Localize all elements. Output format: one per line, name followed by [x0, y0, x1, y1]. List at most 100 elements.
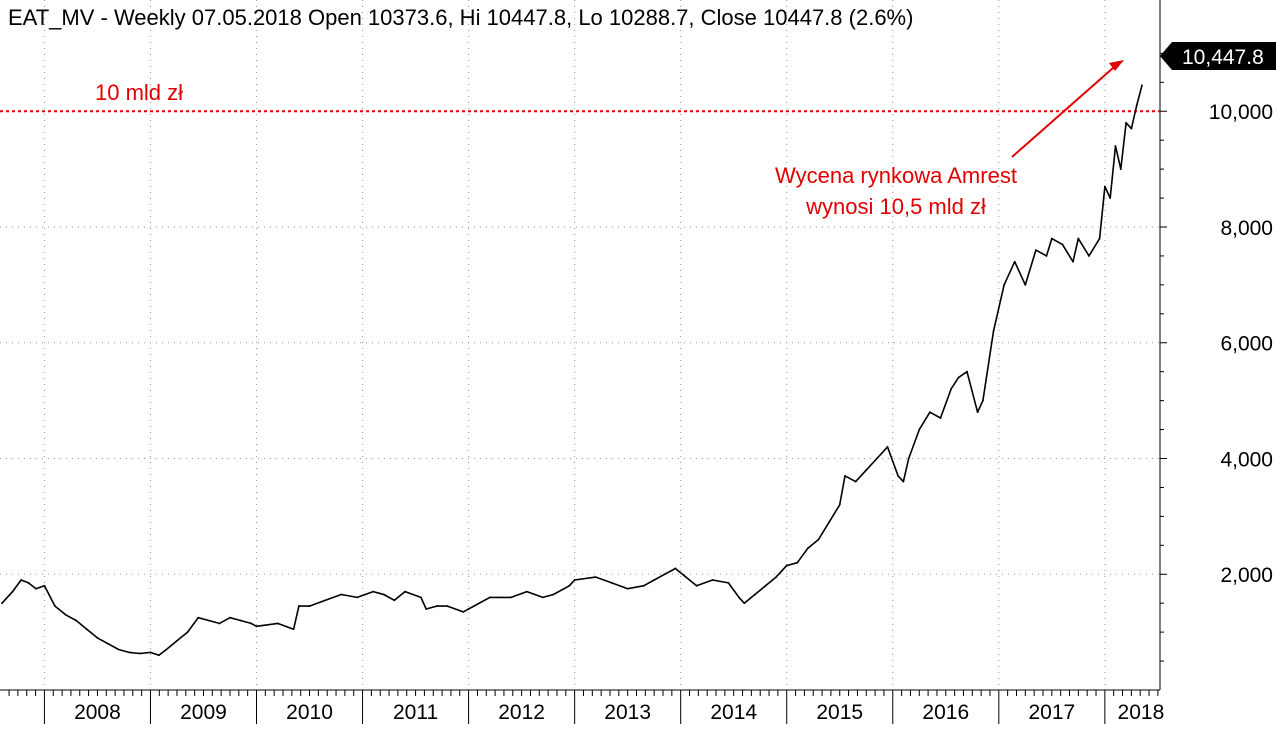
data-point — [96, 637, 99, 639]
data-point — [610, 582, 613, 584]
data-point — [462, 610, 465, 613]
data-point — [292, 628, 295, 631]
data-point — [552, 593, 555, 596]
x-tick-label: 2017 — [1028, 701, 1075, 724]
data-point — [165, 648, 168, 651]
data-point — [594, 576, 597, 579]
data-point — [1050, 237, 1053, 240]
data-point — [324, 599, 327, 602]
data-point — [928, 411, 931, 414]
data-point — [229, 616, 231, 619]
data-point — [966, 370, 968, 373]
data-point — [626, 587, 629, 590]
data-point — [1024, 283, 1027, 286]
y-axis: 2,000 4,000 6,000 8,000 10,000 — [1159, 0, 1273, 690]
data-point — [149, 651, 152, 654]
x-tick-label: 2014 — [710, 701, 757, 724]
reference-line-label: 10 mld zł — [95, 80, 183, 105]
data-point — [711, 579, 714, 581]
data-point — [573, 579, 576, 581]
data-point — [992, 330, 995, 333]
data-point — [1125, 121, 1127, 124]
data-point — [886, 446, 889, 448]
data-point — [785, 564, 788, 567]
data-point — [1114, 145, 1117, 147]
x-axis: 2008 2009 2010 2011 2012 2013 2014 2015 2016 2017… — [0, 689, 1165, 724]
data-point — [393, 599, 396, 602]
data-point — [976, 411, 979, 414]
data-point — [467, 608, 470, 610]
x-tick-label: 2013 — [604, 701, 651, 724]
y-tick-label: 2,000 — [1220, 564, 1273, 587]
annotation-line-1: Wycena rynkowa Amrest — [775, 163, 1017, 188]
data-point — [775, 576, 778, 579]
y-tick-label: 6,000 — [1220, 333, 1273, 356]
x-tick-label: 2008 — [74, 701, 121, 724]
data-point — [1119, 168, 1122, 171]
data-point — [356, 596, 359, 599]
data-point — [807, 547, 809, 550]
data-point — [138, 652, 141, 655]
data-point — [43, 584, 46, 587]
data-point — [865, 469, 868, 471]
data-point — [918, 428, 921, 431]
data-point — [1045, 255, 1048, 257]
data-point — [875, 457, 878, 460]
data-point — [838, 503, 841, 506]
data-point — [1072, 260, 1074, 263]
data-point — [128, 651, 131, 654]
data-point — [526, 590, 528, 593]
data-point — [1061, 243, 1064, 246]
price-series — [1, 84, 1143, 657]
data-point — [764, 584, 767, 587]
data-point — [510, 596, 512, 599]
data-point — [372, 590, 375, 593]
data-point — [176, 639, 178, 642]
data-point — [11, 590, 14, 593]
data-point — [54, 605, 56, 607]
y-tick-label: 4,000 — [1220, 448, 1273, 471]
data-point — [957, 376, 960, 379]
data-point — [186, 631, 189, 634]
data-point — [1077, 237, 1080, 240]
x-tick-label: 2018 — [1118, 701, 1165, 724]
data-point — [568, 584, 571, 587]
data-point — [239, 619, 242, 622]
data-point — [1103, 185, 1106, 188]
last-value-marker: 10,447.8 — [1160, 42, 1276, 70]
data-point — [897, 474, 899, 477]
data-point — [446, 605, 449, 607]
data-point — [844, 474, 846, 477]
data-point — [419, 596, 422, 599]
data-point — [117, 648, 120, 651]
data-point — [158, 654, 160, 657]
data-point — [250, 622, 253, 625]
data-point — [685, 576, 687, 579]
data-point — [754, 593, 756, 596]
x-tick-label: 2011 — [393, 701, 438, 724]
data-point — [207, 619, 210, 622]
data-point — [743, 602, 746, 605]
data-point — [727, 582, 730, 584]
x-tick-label: 2016 — [922, 701, 969, 724]
annotation-arrow — [1011, 67, 1114, 158]
chart-title: EAT_MV - Weekly 07.05.2018 Open 10373.6,… — [8, 5, 913, 30]
y-tick-label: 8,000 — [1220, 217, 1273, 240]
data-point — [1098, 237, 1101, 240]
data-point — [1003, 283, 1006, 286]
x-tick-label: 2010 — [286, 701, 333, 724]
data-point — [902, 480, 905, 483]
data-point — [276, 622, 279, 625]
data-point — [197, 616, 200, 619]
last-value-label: 10,447.8 — [1182, 46, 1264, 69]
data-point — [828, 521, 831, 524]
data-point — [435, 605, 438, 607]
data-point — [817, 538, 820, 541]
data-point — [1141, 84, 1143, 87]
data-point — [1130, 127, 1133, 130]
data-point — [404, 590, 406, 593]
data-point — [982, 399, 984, 402]
y-tick-label: 10,000 — [1209, 101, 1273, 124]
